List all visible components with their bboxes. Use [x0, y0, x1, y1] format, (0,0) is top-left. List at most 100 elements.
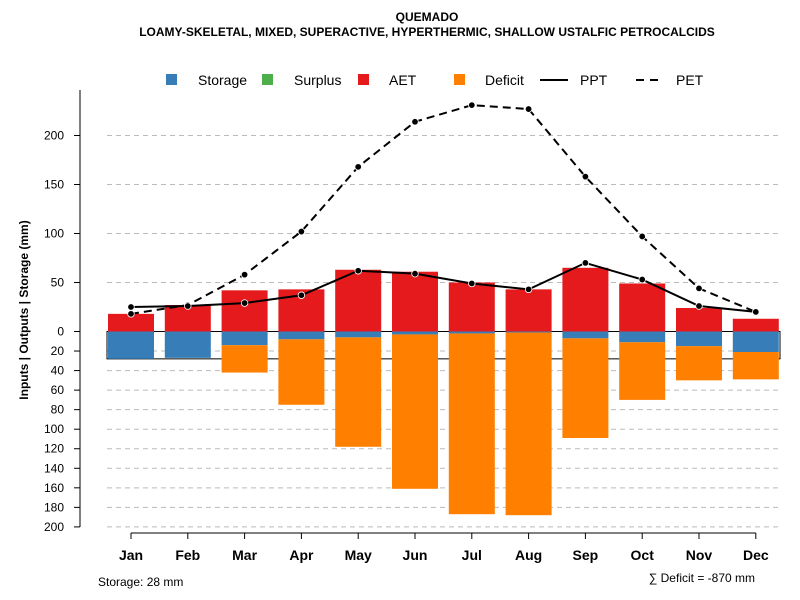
ppt-point-sep: [581, 259, 590, 267]
x-tick-label-aug: Aug: [515, 547, 542, 563]
pet-point-mar: [240, 270, 249, 279]
y-tick-label-lower-140: 140: [44, 461, 64, 475]
pet-point-aug: [524, 105, 533, 113]
aet-bar-jun: [392, 271, 438, 332]
y-axis-label: Inputs | Outputs | Storage (mm): [17, 220, 31, 399]
pet-point-jul: [468, 101, 476, 109]
y-tick-label-lower-40: 40: [51, 364, 65, 378]
legend-deficit-label: Deficit: [485, 72, 524, 88]
pet-line: [130, 104, 757, 315]
ppt-point-apr: [297, 291, 306, 299]
storage-bar-aug: [505, 331, 552, 333]
pet-point-may: [354, 163, 362, 171]
legend-surplus-label: Surplus: [294, 72, 341, 88]
deficit-bar-jun: [392, 334, 438, 489]
storage-bar-jan: [108, 331, 154, 359]
gridlines: [107, 135, 780, 528]
pet-point-jan: [127, 310, 135, 318]
deficit-bar-jul: [448, 333, 495, 515]
ppt-line: [130, 261, 756, 313]
ppt-point-jan: [127, 303, 135, 311]
aet-bar-oct: [619, 283, 666, 332]
pet-point-nov: [695, 284, 703, 293]
storage-capacity-box: [106, 331, 781, 360]
aet-bar-nov: [676, 307, 722, 332]
deficit-bar-dec: [732, 352, 779, 380]
aet-bar-aug: [505, 289, 552, 332]
x-tick-label-dec: Dec: [743, 547, 769, 563]
aet-bar-mar: [221, 290, 268, 332]
deficit-bar-sep: [562, 338, 609, 438]
deficit-bar-apr: [278, 339, 325, 405]
legend: Storage Surplus AET Deficit PPT PET: [166, 72, 704, 88]
storage-bar-apr: [278, 331, 325, 340]
legend-surplus-swatch: [262, 74, 273, 85]
storage-bar-feb: [164, 331, 211, 358]
storage-bar-sep: [562, 331, 609, 339]
legend-pet-label: PET: [676, 72, 704, 88]
pet-point-apr: [297, 227, 306, 236]
ppt-point-jun: [411, 269, 419, 278]
y-tick-label-upper-0: 0: [57, 325, 64, 339]
x-tick-label-apr: Apr: [289, 547, 314, 563]
legend-ppt-label: PPT: [580, 72, 608, 88]
pet-point-jun: [411, 118, 419, 126]
y-tick-label-upper-50: 50: [51, 276, 65, 290]
storage-bar-mar: [221, 331, 268, 346]
x-tick-label-mar: Mar: [232, 547, 257, 563]
lines-group: [127, 101, 760, 318]
y-tick-label-lower-160: 160: [44, 481, 64, 495]
chart-subtitle: LOAMY-SKELETAL, MIXED, SUPERACTIVE, HYPE…: [139, 25, 715, 39]
deficit-bar-mar: [221, 345, 268, 373]
aet-bar-jul: [448, 282, 495, 332]
axes-group: 0 50 100 150 200 20 40 60 80 100 120 140 160 180 200 Ja…: [44, 90, 769, 563]
ppt-point-may: [354, 267, 362, 275]
legend-aet-label: AET: [389, 72, 417, 88]
y-tick-label-lower-100: 100: [44, 422, 64, 436]
aet-bar-jan: [108, 313, 154, 332]
aet-bar-dec: [732, 318, 779, 332]
deficit-bar-aug: [505, 332, 552, 516]
ppt-point-dec: [752, 308, 760, 316]
storage-bar-jun: [392, 331, 438, 335]
y-tick-label-upper-100: 100: [44, 227, 64, 241]
deficit-sum-note: ∑ Deficit = -870 mm: [649, 571, 755, 585]
y-tick-label-upper-200: 200: [44, 129, 64, 143]
storage-note: Storage: 28 mm: [98, 575, 183, 589]
x-tick-label-jan: Jan: [119, 547, 143, 563]
bars-group: [108, 267, 779, 516]
y-tick-label-lower-120: 120: [44, 442, 64, 456]
legend-deficit-swatch: [454, 74, 465, 85]
storage-bar-dec: [732, 331, 779, 353]
x-tick-label-feb: Feb: [175, 547, 200, 563]
legend-storage-label: Storage: [198, 72, 247, 88]
deficit-bar-nov: [676, 346, 722, 381]
storage-bar-nov: [676, 331, 722, 347]
y-tick-label-lower-20: 20: [51, 344, 65, 358]
x-tick-label-may: May: [345, 547, 372, 563]
chart-title: QUEMADO: [396, 10, 459, 24]
storage-bar-may: [335, 331, 382, 338]
y-tick-label-lower-80: 80: [51, 403, 65, 417]
legend-aet-swatch: [358, 74, 369, 85]
deficit-bar-may: [335, 337, 382, 447]
ppt-point-oct: [638, 275, 646, 284]
x-tick-label-jun: Jun: [403, 547, 428, 563]
x-tick-label-oct: Oct: [631, 547, 655, 563]
x-tick-label-nov: Nov: [686, 547, 713, 563]
storage-bar-oct: [619, 331, 666, 343]
legend-storage-swatch: [166, 74, 177, 85]
y-tick-label-lower-60: 60: [51, 383, 65, 397]
pet-point-oct: [638, 232, 646, 241]
pet-point-sep: [581, 172, 590, 181]
x-tick-label-sep: Sep: [573, 547, 599, 563]
ppt-point-feb: [184, 302, 192, 310]
aet-bar-may: [335, 269, 382, 332]
y-tick-label-upper-150: 150: [44, 178, 64, 192]
ppt-point-jul: [468, 279, 476, 288]
storage-bar-jul: [448, 331, 495, 334]
deficit-bar-oct: [619, 342, 666, 400]
aet-bar-sep: [562, 267, 609, 332]
ppt-point-nov: [695, 302, 703, 310]
